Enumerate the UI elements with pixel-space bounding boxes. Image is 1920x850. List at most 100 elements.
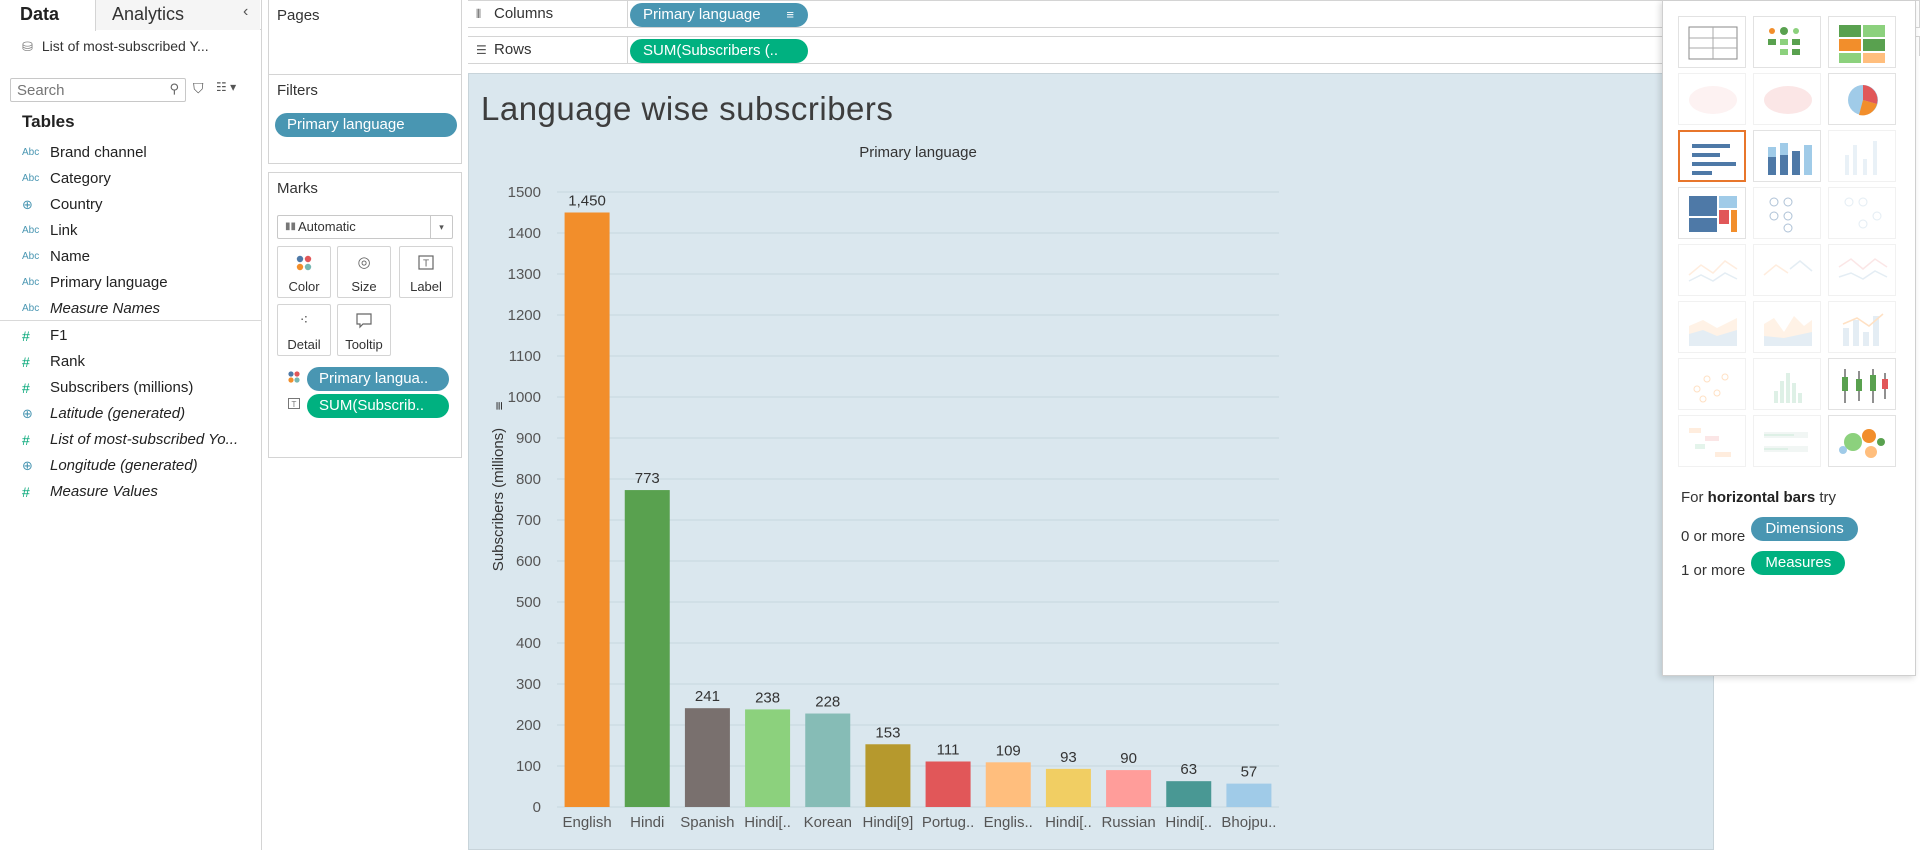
field-link[interactable]: Abc Link [22,218,78,244]
field-measure-names[interactable]: Abc Measure Names [22,296,160,322]
show-me-filled-map[interactable] [1753,73,1821,125]
rows-pill-sum-subscribers[interactable]: SUM(Subscribers (.. [630,39,808,63]
show-me-pie-chart[interactable] [1828,73,1896,125]
pages-title: Pages [277,7,320,24]
bar-chart[interactable]: 0 100 200 300 400 500 600 700 800 900 1000 1100 1200… [469,74,1715,850]
field-measure-values[interactable]: # Measure Values [22,479,158,505]
tab-data[interactable]: Data [0,0,96,31]
field-longitude-generated[interactable]: ⊕ Longitude (generated) [22,453,198,479]
show-me-dual-lines[interactable] [1828,244,1896,296]
chevron-down-icon[interactable]: ▾ [430,216,452,238]
bar-value-label: 238 [755,689,780,706]
field-f1[interactable]: # F1 [22,323,68,349]
search-row: ⚲ ⛉ ☷ ▾ [10,78,255,102]
show-me-scatter-plot[interactable] [1678,358,1746,410]
histogram-icon [1774,373,1802,403]
filters-card[interactable]: Filters Primary language [268,74,462,164]
label-button[interactable]: T Label [399,246,453,298]
bar-english [564,212,610,807]
x-category-label: Englis.. [984,814,1033,831]
rows-icon: ☰ [476,43,487,57]
show-me-treemap[interactable] [1678,187,1746,239]
dims-prefix: 0 or more [1681,528,1746,545]
bar-value-label: 773 [635,470,660,487]
mark-type-dropdown[interactable]: ▮▮ Automatic ▾ [277,215,453,239]
field-latitude-generated[interactable]: ⊕ Latitude (generated) [22,401,185,427]
field-label: Longitude (generated) [50,457,198,474]
color-encoding-icon [287,370,301,387]
text-table-icon [1688,26,1738,60]
string-type-icon: Abc [22,225,40,237]
field-primary-language[interactable]: Abc Primary language [22,270,168,296]
columns-pill-primary-language[interactable]: Primary language ≡ [630,3,808,27]
show-me-packed-bubbles[interactable] [1828,415,1896,467]
field-rank[interactable]: # Rank [22,349,85,375]
data-pane: Data Analytics ‹ ⛁ List of most-subscrib… [0,0,262,850]
show-me-side-by-side-circles[interactable] [1828,187,1896,239]
show-me-highlight-table[interactable] [1828,16,1896,68]
view-toggle-icon[interactable]: ☷ ▾ [216,80,237,94]
show-me-box-and-whisker[interactable] [1828,358,1896,410]
filter-funnel-icon[interactable]: ⛉ [193,80,204,96]
sort-descending-icon[interactable]: ≡ [786,7,794,22]
show-me-area-continuous[interactable] [1678,301,1746,353]
show-me-horizontal-bars[interactable] [1678,130,1746,182]
y-tick-label: 300 [516,676,541,693]
field-name[interactable]: Abc Name [22,244,90,270]
search-input[interactable] [11,79,161,101]
field-label: Link [50,222,78,239]
shelf-separator [627,37,628,63]
datasource-item[interactable]: ⛁ List of most-subscribed Y... [22,38,209,55]
filter-pill-primary-language[interactable]: Primary language [275,113,457,137]
chevron-left-icon[interactable]: ‹ [243,3,249,20]
field-subscribers-millions[interactable]: # Subscribers (millions) [22,375,193,401]
show-me-text-table[interactable] [1678,16,1746,68]
show-me-area-discrete[interactable] [1753,301,1821,353]
show-me-side-by-side-bars[interactable] [1828,130,1896,182]
heat-map-icon [1768,27,1800,55]
show-me-bullet-graph[interactable] [1753,415,1821,467]
tooltip-button[interactable]: Tooltip [337,304,391,356]
show-me-dual-combination[interactable] [1828,301,1896,353]
field-country[interactable]: ⊕ Country [22,192,103,218]
bar-value-label: 90 [1120,750,1137,767]
string-type-icon: Abc [22,303,40,315]
show-me-symbol-map[interactable] [1678,73,1746,125]
show-me-gantt-chart[interactable] [1678,415,1746,467]
y-tick-label: 100 [516,758,541,775]
color-button[interactable]: Color [277,246,331,298]
show-me-histogram[interactable] [1753,358,1821,410]
string-type-icon: Abc [22,173,40,185]
marks-label-pill[interactable]: SUM(Subscrib.. [307,394,449,418]
show-me-heat-map[interactable] [1753,16,1821,68]
detail-label: Detail [287,337,321,352]
bar-russian [1106,770,1152,807]
datasource-name: List of most-subscribed Y... [41,38,209,54]
x-category-label: Hindi[.. [1045,814,1092,831]
show-me-lines-continuous[interactable] [1678,244,1746,296]
bar-mark-icon: ▮▮ [285,221,297,232]
marks-color-pill[interactable]: Primary langua.. [307,367,449,391]
y-axis-title: Subscribers (millions) [490,428,507,571]
detail-button[interactable]: ⁖ Detail [277,304,331,356]
bar-hindi [1166,781,1212,807]
show-me-circle-views[interactable] [1753,187,1821,239]
size-button[interactable]: ◎ Size [337,246,391,298]
field-label: Country [50,196,103,213]
show-me-stacked-bars[interactable] [1753,130,1821,182]
y-tick-label: 400 [516,635,541,652]
bar-value-label: 93 [1060,749,1077,766]
tab-analytics[interactable]: Analytics [96,0,260,30]
show-me-lines-discrete[interactable] [1753,244,1821,296]
search-icon[interactable]: ⚲ [169,81,179,96]
shelf-separator [627,1,628,27]
x-category-label: Spanish [680,814,734,831]
x-category-label: Korean [804,814,852,831]
side-by-side-circles-icon [1844,197,1882,229]
field-label: Name [50,248,91,265]
field-brand-channel[interactable]: Abc Brand channel [22,140,147,166]
field-category[interactable]: Abc Category [22,166,111,192]
x-category-label: Portug.. [922,814,975,831]
worksheet-view[interactable]: Language wise subscribers 0 100 200 300 400 5… [468,73,1714,850]
field-list-of-most-subscribed-yo[interactable]: # List of most-subscribed Yo... [22,427,238,453]
